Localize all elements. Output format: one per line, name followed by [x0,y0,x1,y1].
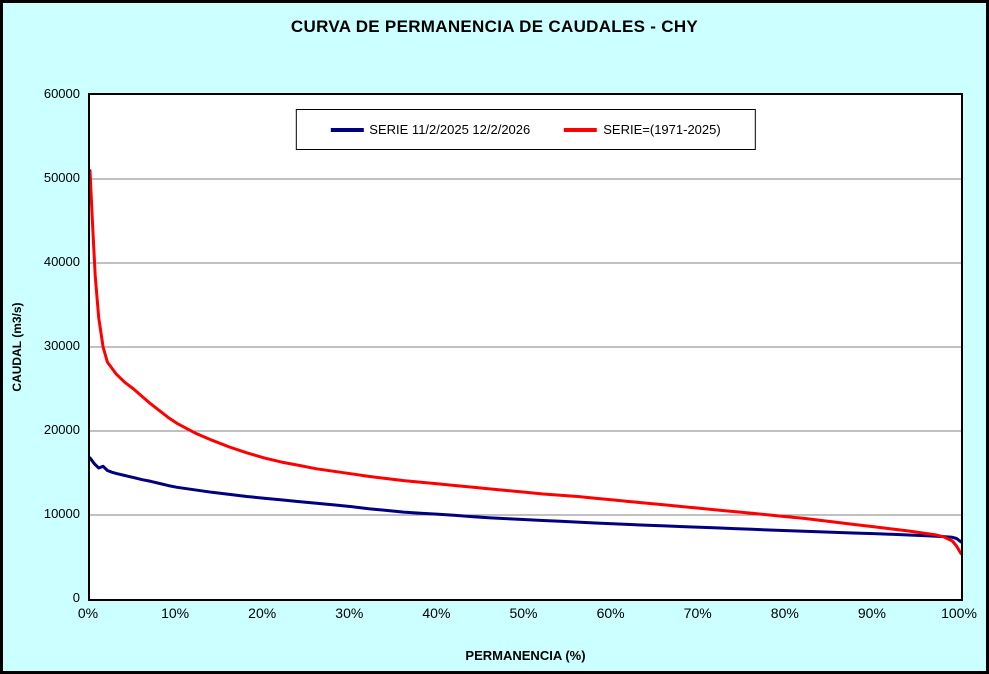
x-axis-title: PERMANENCIA (%) [465,648,586,663]
y-tick-label: 0 [72,590,80,605]
y-tick-label: 20000 [43,422,80,437]
legend-swatch-series1-line-icon [330,127,364,132]
x-tick-label: 10% [161,605,190,621]
legend-label-series2: SERIE=(1971-2025) [603,122,721,137]
x-tick-label: 70% [683,605,712,621]
y-tick-label: 30000 [43,338,80,353]
x-tick-label: 20% [248,605,277,621]
x-tick-label: 0% [77,605,99,621]
series-line-2 [90,169,961,556]
y-tick-label: 60000 [43,86,80,101]
x-tick-label: 100% [941,605,977,621]
legend: SERIE 11/2/2025 12/2/2026 SERIE=(1971-20… [295,109,756,150]
legend-label-series1: SERIE 11/2/2025 12/2/2026 [369,122,531,137]
y-tick-label: 10000 [43,506,80,521]
y-tick-label: 40000 [43,254,80,269]
plot-svg [90,169,961,556]
x-tick-label: 90% [857,605,886,621]
chart-title: CURVA DE PERMANENCIA DE CAUDALES - CHY [290,17,699,36]
x-tick-label: 50% [509,605,538,621]
legend-swatch-series2-line-icon [564,127,598,132]
x-tick-label: 30% [335,605,364,621]
legend-item-series1: SERIE 11/2/2025 12/2/2026 [330,122,530,137]
x-tick-label: 80% [770,605,799,621]
legend-item-series2: SERIE=(1971-2025) [564,122,721,137]
x-tick-label: 60% [596,605,625,621]
y-tick-label: 50000 [43,170,80,185]
plot-area: SERIE 11/2/2025 12/2/2026 SERIE=(1971-20… [88,93,963,601]
x-tick-label: 40% [422,605,451,621]
series-line-1 [90,456,961,544]
